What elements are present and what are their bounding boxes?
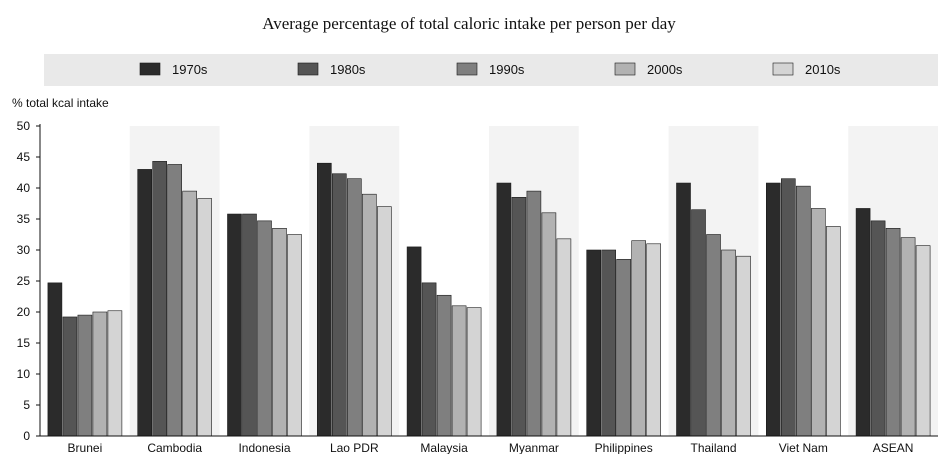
bar-1980s-lao-pdr — [331, 173, 347, 437]
bar-2000s-thailand — [721, 249, 736, 437]
bar-1980s-malaysia — [421, 282, 437, 437]
y-tick-label: 50 — [17, 119, 31, 133]
bar-1990s-philippines — [616, 258, 632, 437]
bar-2000s-viet-nam — [810, 208, 826, 437]
y-tick-label: 30 — [17, 243, 31, 257]
legend-swatch-1980s — [297, 62, 319, 76]
bar-1980s-philippines — [601, 249, 617, 437]
x-tick-label: ASEAN — [873, 441, 914, 454]
y-tick-label: 0 — [23, 429, 30, 443]
bar-2010s-cambodia — [197, 198, 212, 437]
x-tick-label: Philippines — [595, 441, 653, 454]
bar-2010s-brunei — [107, 310, 123, 437]
y-tick-label: 25 — [17, 274, 31, 288]
bar-2000s-myanmar — [541, 212, 557, 437]
bar-1980s-cambodia — [152, 161, 167, 437]
bar-1990s-cambodia — [167, 164, 182, 437]
bar-1970s-thailand — [676, 182, 691, 437]
legend-label-1990s: 1990s — [489, 62, 525, 77]
y-tick-label: 35 — [17, 212, 31, 226]
bar-1990s-lao-pdr — [346, 178, 362, 437]
bar-1980s-myanmar — [511, 197, 527, 437]
bar-2010s-asean — [915, 245, 931, 437]
legend-swatch-1990s — [456, 62, 478, 76]
bar-1970s-lao-pdr — [316, 162, 332, 437]
y-axis-title: % total kcal intake — [12, 96, 109, 110]
bar-2000s-malaysia — [451, 305, 467, 437]
legend-label-2010s: 2010s — [805, 62, 841, 77]
y-tick-label: 15 — [17, 336, 31, 350]
legend-swatch-2000s — [614, 62, 636, 76]
x-tick-label: Cambodia — [147, 441, 202, 454]
axes: Brunei Cambodia Indonesia Lao PDR Malaysia My… — [17, 119, 938, 454]
y-tick-label: 40 — [17, 181, 31, 195]
bar-2010s-indonesia — [287, 234, 302, 437]
bar-1990s-brunei — [77, 314, 93, 437]
bar-1990s-thailand — [706, 234, 721, 437]
bar-2000s-lao-pdr — [361, 193, 377, 437]
bar-1970s-philippines — [586, 249, 602, 437]
bar-1990s-myanmar — [526, 190, 542, 437]
bar-2000s-asean — [900, 237, 916, 437]
bar-1980s-viet-nam — [780, 178, 796, 437]
bar-2000s-philippines — [631, 240, 647, 437]
bar-1980s-brunei — [62, 316, 78, 437]
y-tick-label: 5 — [23, 398, 30, 412]
bar-1980s-indonesia — [242, 213, 257, 437]
bar-1980s-thailand — [691, 209, 706, 437]
bar-2010s-philippines — [646, 243, 662, 437]
legend-swatch-2010s — [772, 62, 794, 76]
bar-1970s-cambodia — [137, 169, 152, 437]
legend: 1970s 1980s 1990s 2000s 2010s — [139, 62, 841, 77]
bar-1990s-malaysia — [436, 294, 452, 437]
legend-label-1970s: 1970s — [172, 62, 208, 77]
bar-1990s-asean — [885, 228, 901, 437]
x-tick-label: Malaysia — [420, 441, 468, 454]
y-tick-label: 20 — [17, 305, 31, 319]
bar-2000s-cambodia — [182, 190, 197, 437]
bar-1970s-viet-nam — [765, 182, 781, 437]
bar-2000s-brunei — [92, 311, 108, 437]
bar-2010s-myanmar — [556, 238, 572, 437]
legend-label-2000s: 2000s — [647, 62, 683, 77]
x-tick-label: Lao PDR — [330, 441, 379, 454]
bar-2010s-lao-pdr — [376, 206, 392, 437]
legend-label-1980s: 1980s — [330, 62, 366, 77]
bar-1990s-viet-nam — [795, 185, 811, 437]
bar-1970s-indonesia — [227, 213, 242, 437]
y-tick-label: 10 — [17, 367, 31, 381]
x-tick-label: Indonesia — [238, 441, 290, 454]
bar-1970s-brunei — [47, 282, 63, 437]
chart-title: Average percentage of total caloric inta… — [262, 14, 676, 33]
bar-2010s-malaysia — [466, 307, 482, 437]
legend-swatch-1970s — [139, 62, 161, 76]
x-tick-label: Viet Nam — [779, 441, 828, 454]
bar-1970s-asean — [855, 208, 871, 437]
bar-2000s-indonesia — [272, 228, 287, 437]
x-tick-label: Thailand — [690, 441, 736, 454]
bar-2010s-viet-nam — [825, 226, 841, 437]
bar-1970s-malaysia — [406, 246, 422, 437]
bar-1970s-myanmar — [496, 182, 512, 437]
x-tick-label: Brunei — [68, 441, 103, 454]
bar-2010s-thailand — [736, 255, 751, 437]
x-tick-label: Myanmar — [509, 441, 559, 454]
bar-1980s-asean — [870, 220, 886, 437]
bars — [47, 161, 931, 437]
y-tick-label: 45 — [17, 150, 31, 164]
bar-1990s-indonesia — [257, 220, 272, 437]
